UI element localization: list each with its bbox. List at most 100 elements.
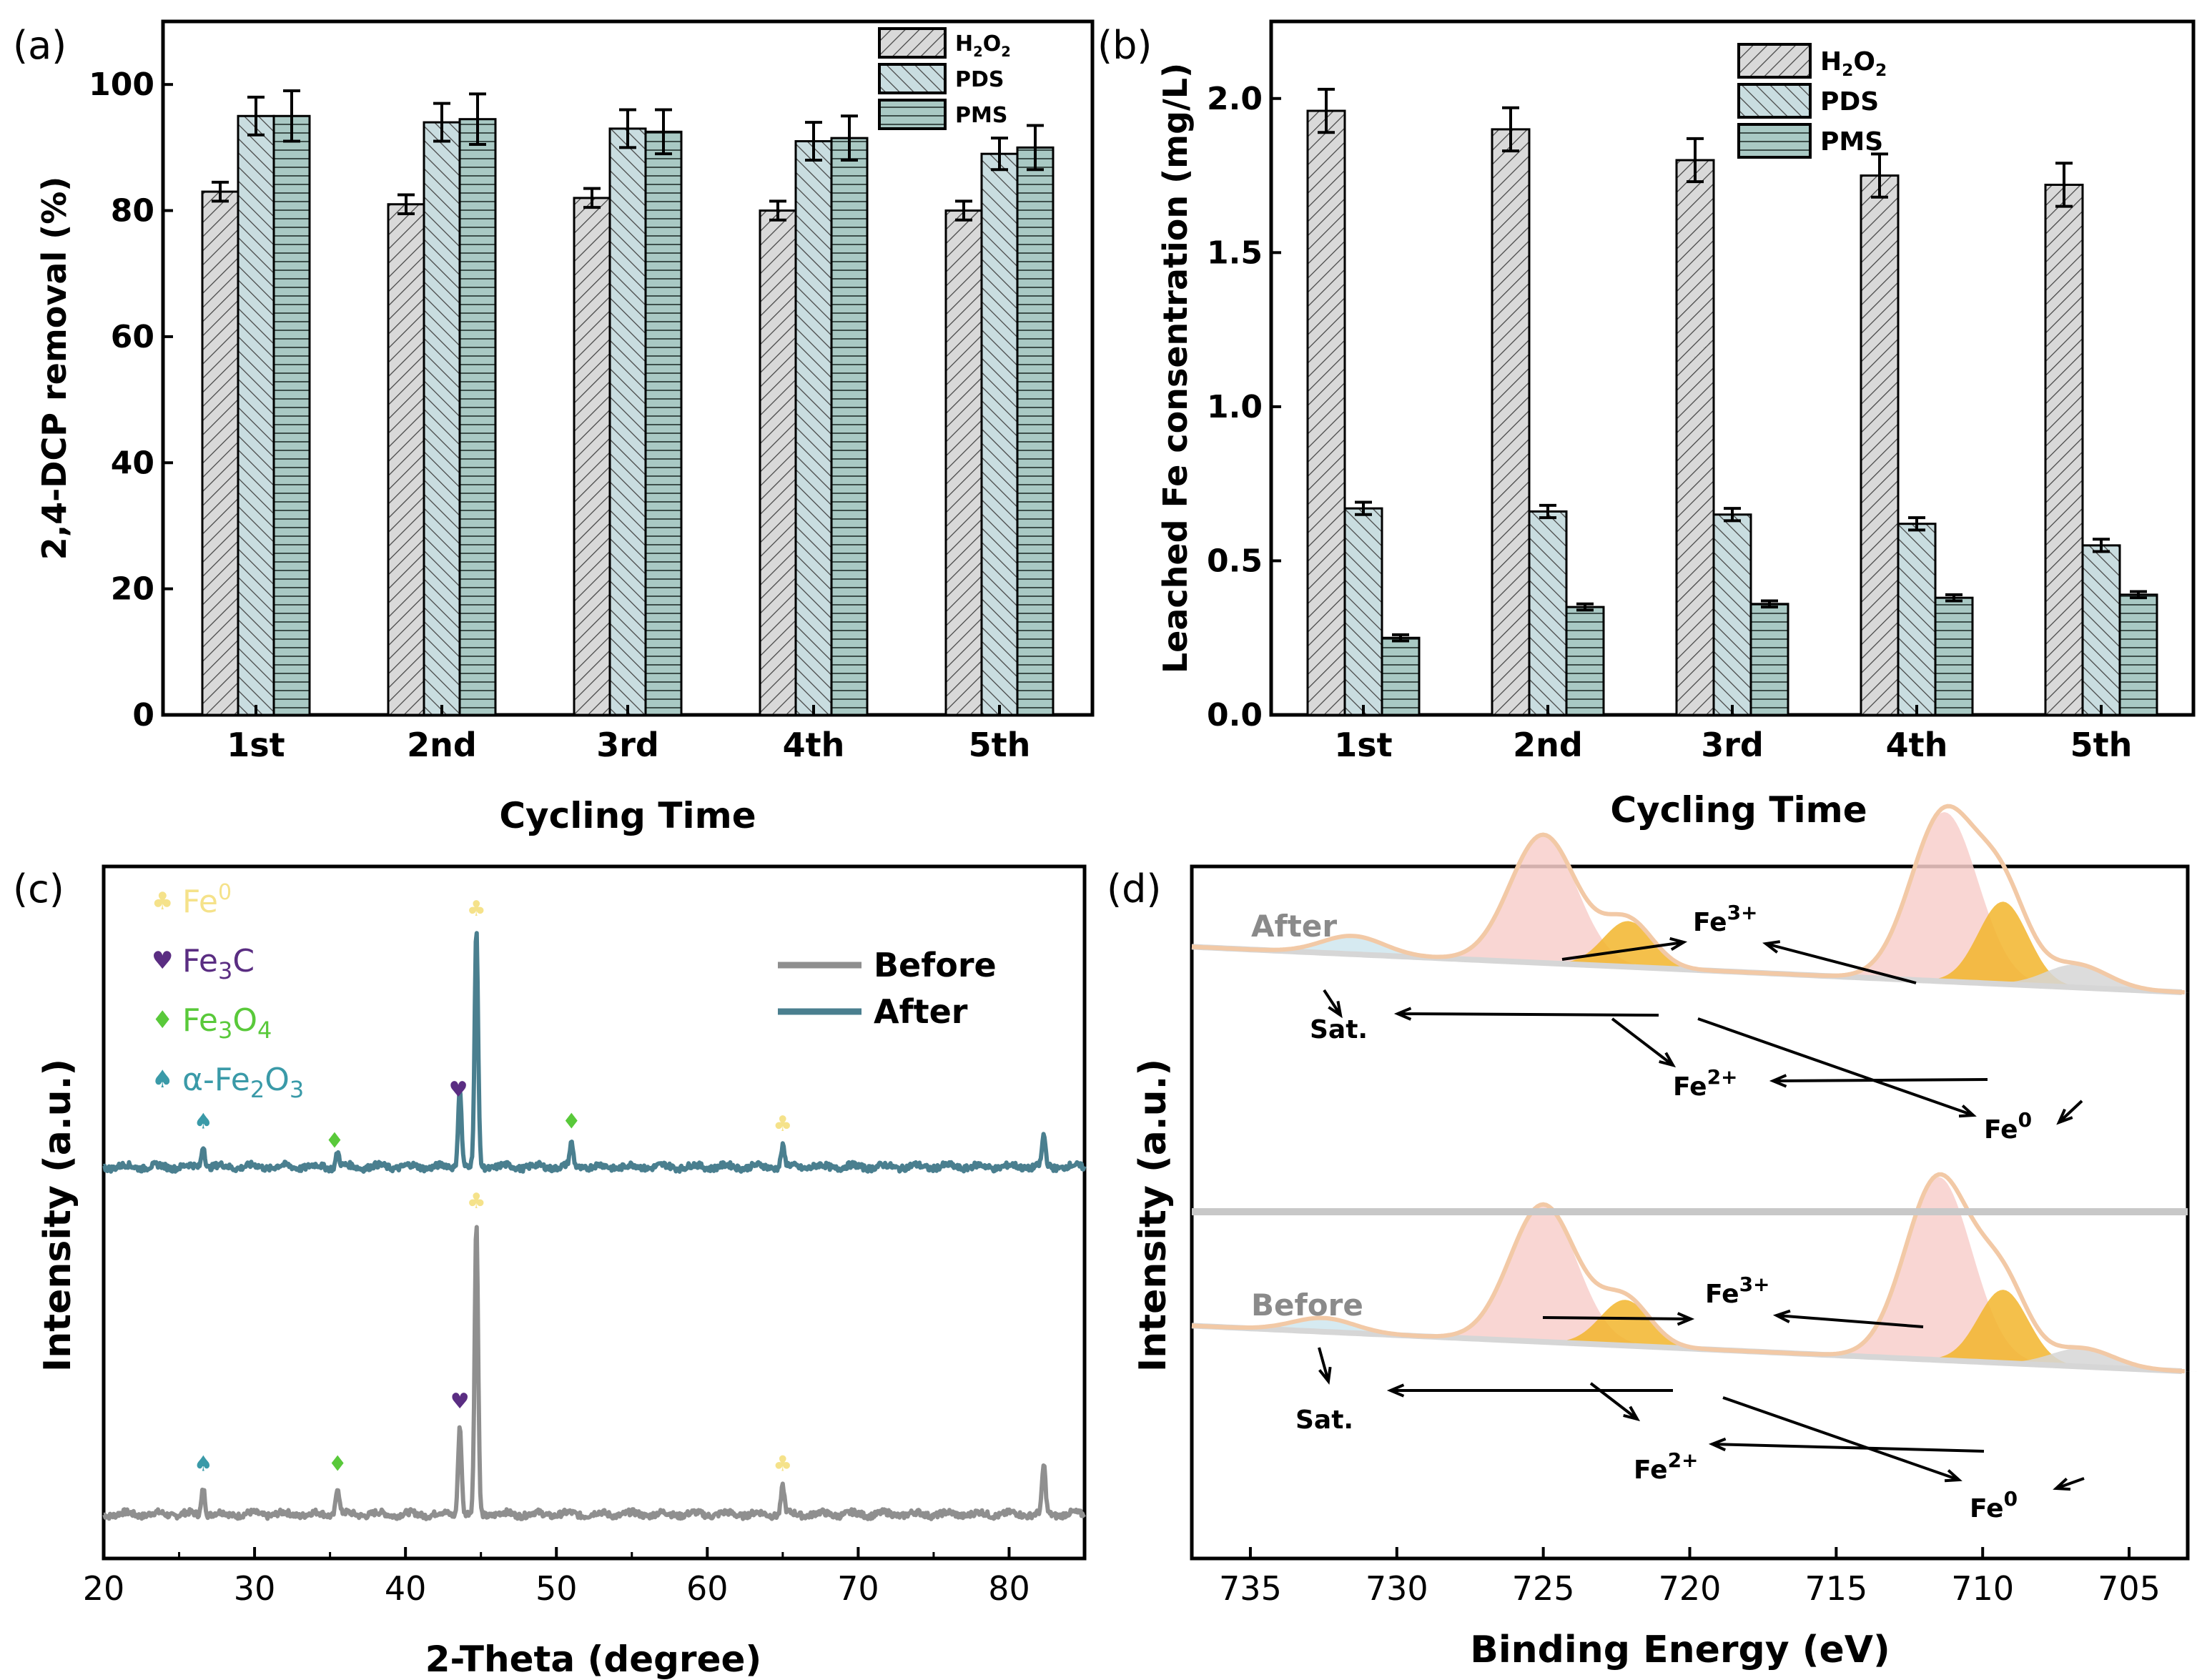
panel-a-y-axis: 0 20 40 60 80 100 xyxy=(89,66,173,733)
error-bar-PDS-3rd xyxy=(1724,507,1741,523)
x-tick-label: 80 xyxy=(988,1569,1030,1608)
legend-label-PDS: PDS xyxy=(955,67,1004,92)
x-tick-label-5th: 5th xyxy=(2070,726,2133,764)
legend-swatch-PDS xyxy=(878,63,947,94)
panel-d-annotations: Fe3+ Sat. Fe2+ Fe0 Fe3+ Sat. Fe2+ Fe0 xyxy=(1295,901,2085,1523)
xps-component-Fe2+ xyxy=(1886,901,2118,989)
annotation-arrow xyxy=(1769,1074,1988,1088)
panel-b-y-axis: 0.0 0.5 1.0 1.5 2.0 xyxy=(1207,81,1281,733)
phase-marker: ♦ xyxy=(328,1452,347,1477)
bar-PDS-5th xyxy=(2081,544,2121,716)
y-tick-label: 20 xyxy=(111,571,154,608)
error-bar-PDS-1st xyxy=(247,95,265,137)
bar-H2O2-4th xyxy=(1860,174,1900,716)
phase-legend-label: α-Fe2O3 xyxy=(182,1062,304,1103)
error-bar-H2O2-3rd xyxy=(583,187,601,209)
error-bar-H2O2-4th xyxy=(1871,152,1888,199)
y-tick-label: 80 xyxy=(111,193,154,229)
bar-PMS-4th xyxy=(1934,596,1974,716)
bar-PMS-1st xyxy=(1381,636,1421,716)
y-tick-label: 60 xyxy=(111,319,154,355)
panel-d-ylabel: Intensity (a.u.) xyxy=(1132,1059,1175,1372)
y-tick-label: 1.0 xyxy=(1207,389,1263,425)
legend-swatch-H2O2 xyxy=(1737,43,1812,79)
phase-marker: ♠ xyxy=(194,1110,213,1135)
xps-component-Fe3+ xyxy=(1821,1177,2053,1365)
panel-b-legend: H2O2 PDS PMS xyxy=(1737,43,1887,159)
bar-H2O2-4th xyxy=(759,209,797,716)
error-bar-PMS-4th xyxy=(841,114,858,162)
annotation-arrow xyxy=(1697,1017,1977,1118)
panel-a-legend: H2O2 PDS PMS xyxy=(878,27,1011,130)
error-bar-PMS-5th xyxy=(1027,124,1044,172)
legend-label-PMS: PMS xyxy=(1820,127,1883,157)
bar-PMS-5th xyxy=(1016,146,1055,716)
x-tick-label: 710 xyxy=(1951,1569,2014,1608)
phase-marker: ♠ xyxy=(194,1452,213,1477)
bar-PDS-4th xyxy=(794,140,833,716)
error-bar-PMS-1st xyxy=(1392,633,1409,643)
error-bar-PDS-5th xyxy=(991,137,1008,172)
x-tick-label: 705 xyxy=(2098,1569,2161,1608)
annotation-arrow xyxy=(1318,1347,1332,1385)
annot-fe0-after: Fe0 xyxy=(1984,1108,2032,1145)
panel-b-bars xyxy=(1306,87,2158,716)
annot-fe0-before: Fe0 xyxy=(1970,1487,2018,1523)
panel-c-xrd-chart: ♠ ♦ ♥ ♣ ♣ ♠ ♦ ♥ ♣ ♦ ♣ 20 30 40 50 60 70 80 ♣ Fe0 ♥ Fe3C ♦ Fe3… xyxy=(36,864,1087,1680)
error-bar-PDS-2nd xyxy=(433,102,450,143)
annot-sat-before: Sat. xyxy=(1295,1405,1353,1435)
legend-label-Before: Before xyxy=(874,946,997,984)
panel-b-x-axis: 1st 2nd 3rd 4th 5th xyxy=(1334,705,2132,764)
y-tick-label: 100 xyxy=(89,66,154,103)
x-tick-label-1st: 1st xyxy=(227,726,285,764)
error-bar-H2O2-4th xyxy=(769,199,786,222)
legend-swatch-PMS xyxy=(878,99,947,130)
xrd-line-Before xyxy=(102,1225,1086,1521)
panel-c-phase-legend: ♣ Fe0 ♥ Fe3C ♦ Fe3O4 ♠ α-Fe2O3 xyxy=(152,880,304,1103)
error-bar-H2O2-3rd xyxy=(1687,137,1704,184)
annotation-arrow xyxy=(2053,1477,2085,1491)
xps-envelope-Before xyxy=(1191,1172,2186,1374)
error-bar-PMS-5th xyxy=(2130,590,2147,600)
bar-H2O2-3rd xyxy=(573,197,611,716)
phase-marker: ♦ xyxy=(562,1110,581,1135)
xps-component-Fe3+ xyxy=(1827,812,2059,987)
panel-d-spectra: After Before xyxy=(1191,804,2197,1374)
xps-component-Fe2+ xyxy=(1508,1300,1740,1351)
panel-c-patterns xyxy=(102,931,1087,1521)
x-tick-label: 720 xyxy=(1659,1569,1722,1608)
annot-fe3-after: Fe3+ xyxy=(1693,901,1758,937)
x-tick-label: 60 xyxy=(686,1569,729,1608)
annotation-arrow xyxy=(1589,1382,1641,1422)
panel-c-xlabel: 2-Theta (degree) xyxy=(425,1639,762,1680)
panel-a-ylabel: 2,4-DCP removal (%) xyxy=(35,177,74,560)
error-bar-PDS-4th xyxy=(805,121,822,162)
panel-a-bars xyxy=(201,89,1055,716)
legend-swatch-PMS xyxy=(1737,123,1812,159)
error-bar-PMS-3rd xyxy=(1761,599,1778,609)
annotation-arrow xyxy=(1323,989,1343,1019)
phase-legend-symbol: ♥ xyxy=(152,947,173,975)
bar-PDS-2nd xyxy=(1528,510,1568,716)
x-tick-label: 730 xyxy=(1366,1569,1428,1608)
panel-b-xlabel: Cycling Time xyxy=(1610,789,1867,831)
phase-marker: ♣ xyxy=(467,1189,486,1214)
phase-marker: ♦ xyxy=(325,1129,344,1154)
x-tick-label: 735 xyxy=(1219,1569,1282,1608)
bar-H2O2-2nd xyxy=(1491,128,1531,716)
error-bar-H2O2-1st xyxy=(1318,87,1335,134)
legend-label-H2O2: H2O2 xyxy=(955,31,1011,60)
error-bar-PMS-1st xyxy=(283,89,300,143)
error-bar-H2O2-2nd xyxy=(1502,106,1519,153)
panel-c-phase-markers: ♠ ♦ ♥ ♣ ♣ ♠ ♦ ♥ ♣ ♦ ♣ xyxy=(194,896,792,1477)
annotation-arrow xyxy=(1611,1017,1677,1068)
xrd-line-After xyxy=(102,931,1087,1174)
bar-H2O2-2nd xyxy=(387,203,425,716)
panel-a-x-axis: 1st 2nd 3rd 4th 5th xyxy=(227,705,1030,764)
panel-label-c: (c) xyxy=(13,866,64,911)
bar-H2O2-3rd xyxy=(1675,159,1715,716)
panel-b-ylabel: Leached Fe consentration (mg/L) xyxy=(1156,63,1195,673)
annotation-arrow xyxy=(1772,1309,1924,1328)
